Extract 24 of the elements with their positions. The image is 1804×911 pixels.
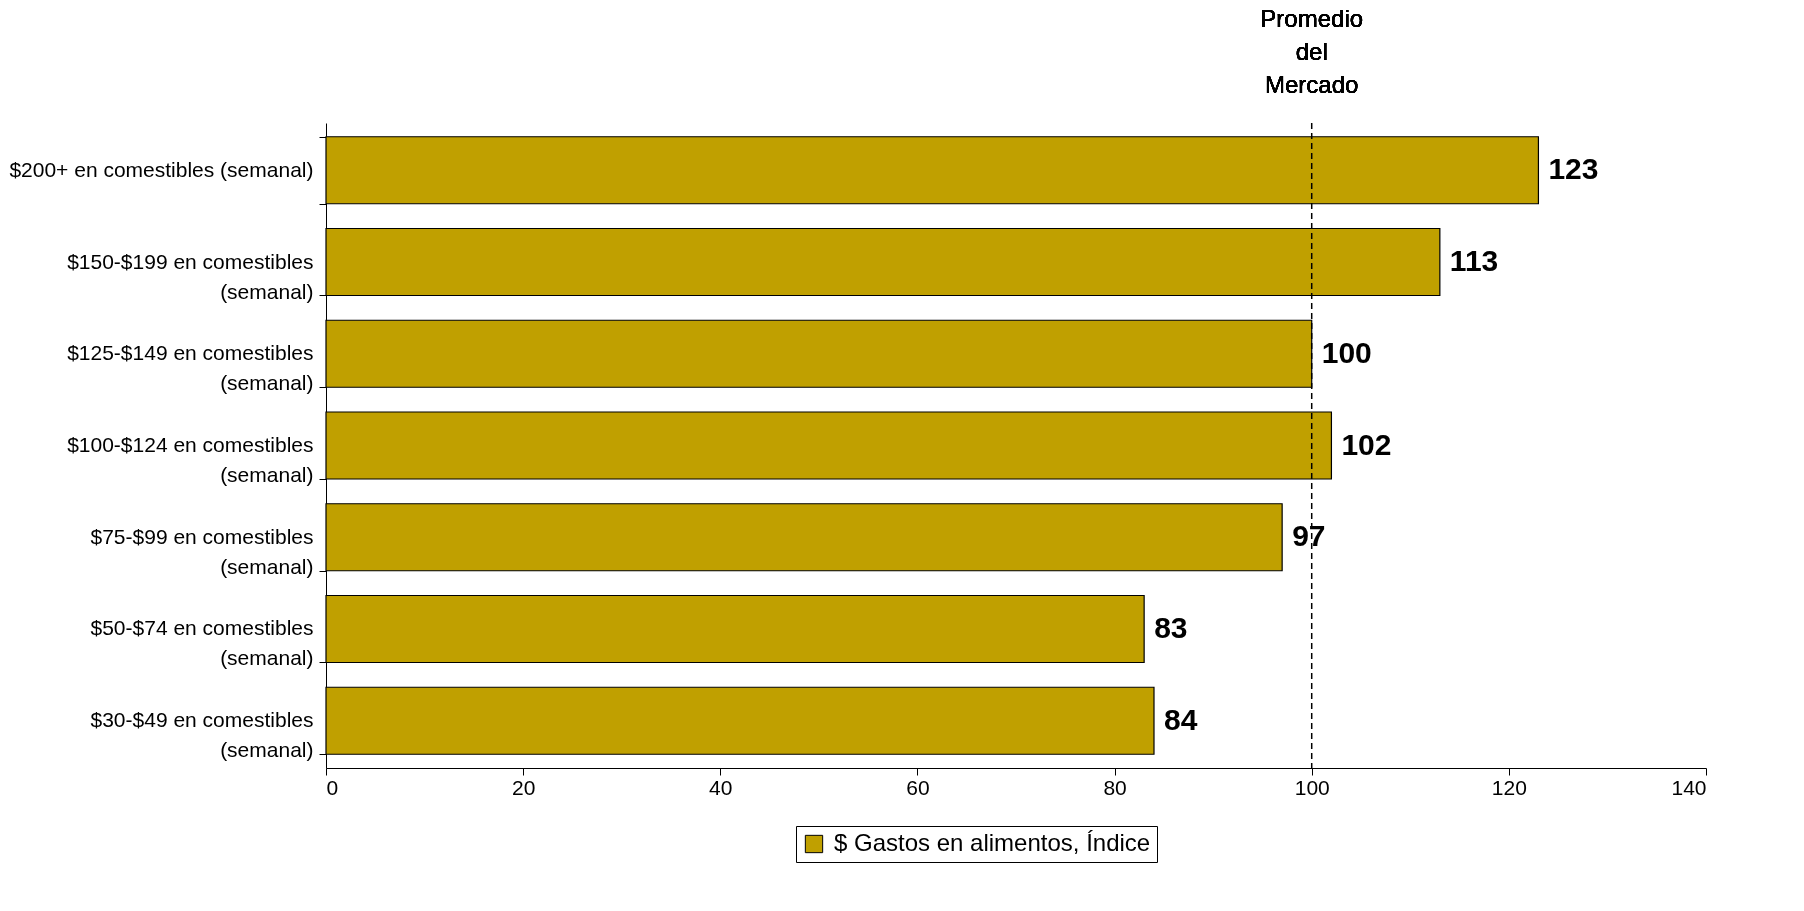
y-tick-label: $200+ en comestibles (semanal): [9, 157, 314, 181]
data-label: 100: [1321, 335, 1372, 369]
x-tick-label: 20: [511, 775, 536, 799]
y-tick-label: $30-$49 en comestibles (semanal): [90, 708, 314, 762]
data-label: 102: [1341, 427, 1392, 461]
x-tick-label: 120: [1491, 775, 1527, 799]
x-tick-label: 140: [1671, 775, 1707, 799]
y-tick-label: $100-$124 en comestibles (semanal): [67, 433, 314, 486]
x-tick-label: 100: [1294, 775, 1330, 799]
x-tick-label: 0: [326, 775, 339, 799]
x-tick-label: 40: [709, 775, 733, 799]
data-label: 123: [1548, 152, 1599, 186]
y-tick-label: $50-$74 en comestibles (semanal): [90, 616, 314, 670]
data-label: 97: [1292, 519, 1326, 553]
x-tick-label: 80: [1103, 775, 1127, 799]
y-tick-label: $125-$149 en comestibles (semanal): [67, 341, 314, 395]
y-tick-label: $150-$199 en comestibles (semanal): [67, 249, 314, 303]
data-label: 83: [1154, 611, 1188, 644]
ref-line-label: Promedio del Mercado: [1260, 5, 1364, 98]
data-label: 113: [1449, 244, 1499, 277]
data-label: 84: [1164, 702, 1198, 736]
legend-label: $ Gastos en alimentos, Índice: [834, 829, 1151, 856]
y-tick-label: $75-$99 en comestibles (semanal): [90, 524, 314, 578]
x-tick-label: 60: [906, 775, 930, 799]
